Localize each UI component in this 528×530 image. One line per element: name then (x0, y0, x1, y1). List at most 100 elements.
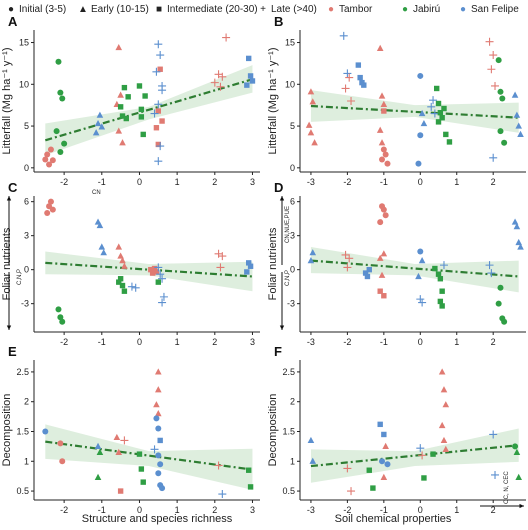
point-early (376, 44, 384, 51)
trend-line (44, 78, 253, 142)
trend-line (310, 444, 519, 468)
arrow-d-up-head (279, 196, 285, 201)
point-early (378, 92, 386, 99)
point-early (515, 238, 523, 246)
point-intermediate (142, 93, 148, 99)
point-early (309, 98, 317, 105)
point-intermediate (366, 467, 372, 473)
legend-site-jabiru: ● Jabirú (401, 4, 441, 15)
y-axis-title: Litterfall (Mg ha⁻¹ y⁻¹) (267, 48, 279, 155)
point-early (115, 448, 123, 455)
point-late (158, 81, 167, 90)
point-initial (61, 140, 68, 147)
point-early (376, 126, 384, 133)
point-early (119, 257, 126, 264)
point-late (345, 73, 354, 82)
x-tick-label: 2 (212, 337, 217, 347)
point-intermediate (377, 288, 383, 294)
point-intermediate (117, 104, 124, 110)
point-late (347, 487, 356, 496)
point-initial (495, 57, 502, 64)
point-early (92, 129, 100, 136)
point-late (418, 298, 427, 307)
point-initial (59, 95, 66, 102)
point-initial (497, 88, 504, 95)
point-early (113, 433, 121, 441)
point-late (159, 292, 168, 301)
x-tick-label: 0 (137, 177, 142, 187)
x-tick-label: -1 (380, 337, 388, 347)
point-late (491, 470, 500, 479)
point-early (378, 271, 386, 278)
x-tick-label: 2 (491, 505, 496, 515)
point-intermediate (433, 85, 440, 92)
x-tick-label: 2 (212, 177, 217, 187)
x-tick-label: 1 (175, 337, 180, 347)
x-tick-label: 1 (175, 505, 180, 515)
point-late (156, 142, 165, 151)
point-early (440, 436, 448, 444)
x-tick-label: 3 (250, 505, 255, 515)
y-axis-title: Litterfall (Mg ha⁻¹ y⁻¹) (1, 48, 13, 155)
point-intermediate (446, 139, 453, 145)
point-late (158, 298, 167, 307)
y-tick-label: -3 (21, 299, 29, 309)
y-tick-label: 0 (290, 265, 295, 275)
point-intermediate (123, 115, 129, 122)
point-late (127, 282, 136, 291)
point-initial (157, 461, 164, 468)
point-intermediate (439, 115, 445, 121)
point-late (341, 84, 350, 93)
point-initial (497, 284, 504, 291)
point-late (416, 295, 425, 304)
point-late (341, 250, 350, 259)
direction-arrows (6, 196, 524, 509)
point-intermediate (138, 114, 145, 120)
point-late (429, 96, 438, 105)
y-tick-label: 6 (290, 197, 295, 207)
y-tick-label: 15 (285, 38, 295, 48)
trend-line (310, 259, 519, 278)
point-intermediate (377, 421, 383, 428)
point-early (94, 442, 102, 449)
x-tick-label: -2 (60, 177, 68, 187)
point-initial (59, 458, 66, 465)
point-early (96, 448, 104, 455)
panel-d: -3 -2 -1 0 1 2 -3 0 3 6 Foliar nutrients D (267, 180, 526, 347)
point-late (216, 82, 225, 91)
filled-triangle-icon: ▲ (78, 4, 88, 15)
point-early (438, 421, 446, 429)
point-late (154, 100, 163, 109)
point-intermediate (381, 431, 387, 438)
point-late (489, 430, 498, 439)
point-late (222, 33, 231, 42)
point-late (345, 254, 354, 263)
x-tick-label: 1 (175, 177, 180, 187)
point-early (380, 100, 388, 107)
panel-a: -2 -1 0 1 2 3 0 5 10 15 Litterfall (Mg ha⁻¹ y⁻¹) A (1, 14, 260, 187)
x-tick-label: -1 (98, 505, 106, 515)
trend-line (45, 261, 253, 278)
point-intermediate (435, 271, 442, 277)
panel-letter: F (274, 344, 282, 359)
point-late (154, 157, 163, 166)
point-intermediate (439, 303, 445, 309)
point-intermediate (117, 276, 124, 282)
point-intermediate (246, 467, 252, 473)
point-intermediate (140, 131, 146, 138)
point-initial (497, 128, 504, 135)
annotation-f-right: OC, N, CEC (504, 471, 510, 504)
point-intermediate (364, 273, 371, 280)
x-tick-label: 1 (454, 337, 459, 347)
point-intermediate (437, 298, 444, 305)
point-intermediate (136, 451, 143, 457)
point-late (489, 153, 498, 162)
point-initial (59, 318, 66, 325)
point-intermediate (138, 466, 145, 472)
point-intermediate (362, 270, 369, 276)
point-intermediate (148, 266, 154, 273)
annotation-c-bottom: C,N,P (17, 269, 23, 285)
panel-letter: D (274, 180, 283, 195)
legend: ● Initial (3-5) ▲ Early (10-15) ■ Intermedi… (0, 0, 528, 22)
point-late (156, 270, 165, 279)
